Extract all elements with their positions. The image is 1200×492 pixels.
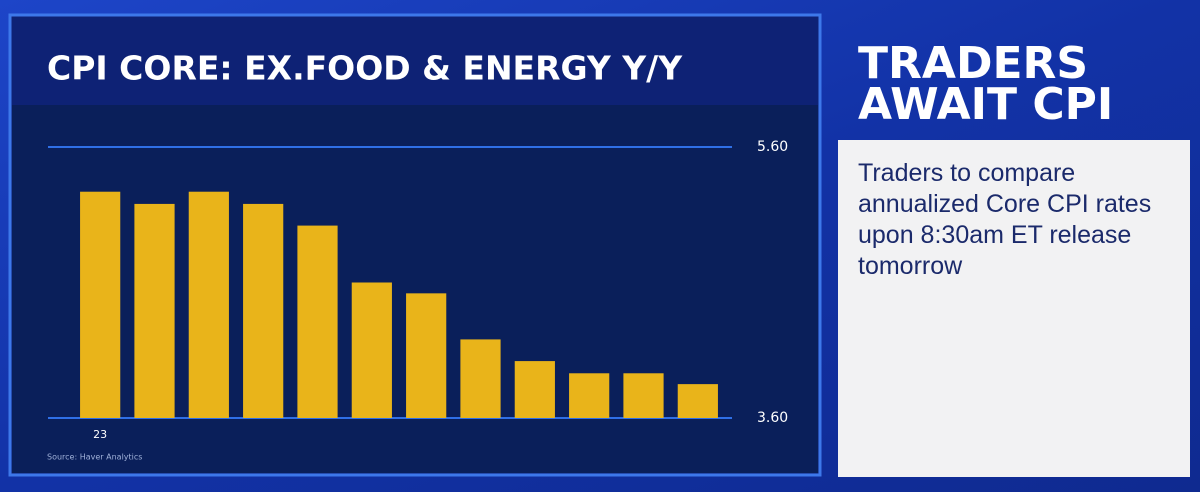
bar [134,203,175,418]
y-tick-label: 3.60 [757,410,788,426]
headline: TRADERS [858,38,1088,89]
headline: AWAIT CPI [858,79,1113,130]
bar [623,373,664,418]
x-tick-label: 23 [93,428,107,441]
y-tick-label: 5.60 [757,139,788,155]
bar [460,339,501,418]
bar [677,384,718,418]
chart-title: CPI CORE: EX.FOOD & ENERGY Y/Y [47,49,683,88]
bar [514,361,555,418]
bar [188,191,229,418]
bar [406,293,447,418]
body-text: Traders to compare annualized Core CPI r… [838,140,1190,477]
bar [297,225,338,418]
source: Source: Haver Analytics [47,453,142,462]
bar [351,282,392,418]
bar [243,203,284,418]
bar [569,373,610,418]
bar [80,191,121,418]
